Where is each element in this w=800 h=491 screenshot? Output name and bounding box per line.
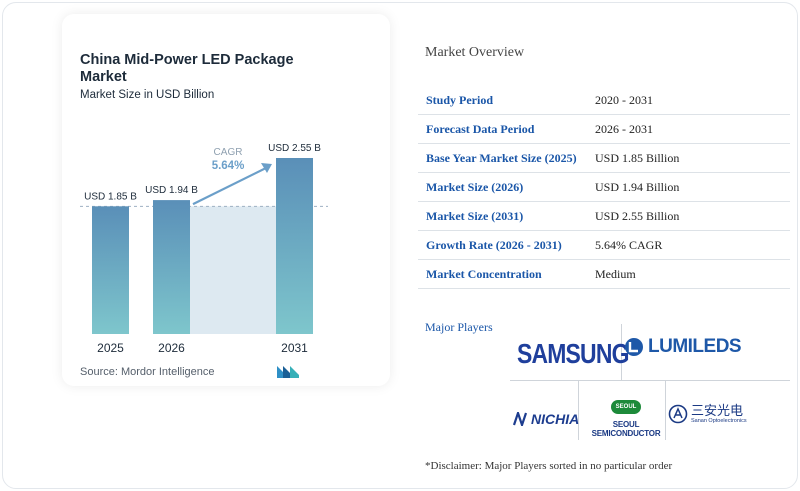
bar-2026	[153, 200, 190, 334]
logo-divider	[510, 380, 790, 381]
row-label: Market Size (2026)	[426, 180, 524, 194]
row-value: 2020 - 2031	[595, 93, 653, 107]
row-label: Growth Rate (2026 - 2031)	[426, 238, 562, 252]
bar-2031	[276, 158, 313, 334]
category-label-2026: 2026	[158, 341, 185, 355]
lumileds-wordmark: LUMILEDS	[648, 336, 742, 357]
value-label-2026: USD 1.94 B	[145, 185, 198, 196]
row-value: 5.64% CAGR	[595, 238, 663, 252]
row-label: Forecast Data Period	[426, 122, 535, 136]
overview-row-base-year: Base Year Market Size (2025) USD 1.85 Bi…	[418, 144, 790, 173]
overview-row-market-size-2031: Market Size (2031) USD 2.55 Billion	[418, 202, 790, 231]
category-label-2031: 2031	[281, 341, 308, 355]
overview-row-growth-rate: Growth Rate (2026 - 2031) 5.64% CAGR	[418, 231, 790, 260]
row-value: USD 1.94 Billion	[595, 180, 680, 194]
seoul-wordmark: SEOUL SEMICONDUCTOR	[591, 420, 661, 438]
bar-chart: USD 1.85 B 2025 USD 1.94 B 2026 USD 2.55 B 20…	[80, 143, 328, 355]
nichia-wordmark: NICHIA	[531, 411, 580, 427]
logo-divider	[621, 324, 622, 380]
row-value: Medium	[595, 267, 636, 281]
source-note: Source: Mordor Intelligence	[80, 366, 215, 378]
mordor-intelligence-logo	[277, 366, 299, 378]
sanan-chinese-name: 三安光电	[691, 403, 744, 418]
overview-row-study-period: Study Period 2020 - 2031	[418, 86, 790, 115]
overview-title: Market Overview	[425, 45, 525, 60]
nichia-mark-icon	[513, 412, 528, 426]
overview-row-concentration: Market Concentration Medium	[418, 260, 790, 289]
row-label: Market Concentration	[426, 267, 542, 281]
lumileds-mark-icon	[625, 338, 643, 356]
samsung-logo: SAMSUNG	[517, 338, 629, 369]
value-label-2031: USD 2.55 B	[268, 143, 321, 154]
overview-row-market-size-2026: Market Size (2026) USD 1.94 Billion	[418, 173, 790, 202]
row-label: Market Size (2031)	[426, 209, 524, 223]
growth-band	[190, 206, 276, 334]
major-players-title: Major Players	[425, 320, 493, 334]
nichia-logo: NICHIA	[513, 411, 579, 427]
chart-title: China Mid-Power LED Package Market	[80, 52, 294, 85]
sanan-mark-icon	[668, 404, 688, 424]
seoul-semiconductor-logo: SEOUL SEOUL SEMICONDUCTOR	[588, 400, 664, 438]
overview-row-forecast-period: Forecast Data Period 2026 - 2031	[418, 115, 790, 144]
cagr-value: 5.64%	[212, 160, 245, 172]
sanan-logo: 三安光电 Sanan Optoelectronics	[668, 404, 747, 424]
row-value: 2026 - 2031	[595, 122, 653, 136]
cagr-arrow-line	[192, 166, 269, 206]
overview-table: Study Period 2020 - 2031 Forecast Data P…	[418, 86, 790, 289]
logo-divider	[665, 380, 666, 440]
disclaimer: *Disclaimer: Major Players sorted in no …	[425, 460, 673, 472]
cagr-arrow-head	[261, 163, 272, 173]
row-label: Base Year Market Size (2025)	[426, 151, 577, 165]
lumileds-logo: LUMILEDS	[624, 336, 742, 358]
seoul-badge: SEOUL	[611, 400, 641, 414]
row-value: USD 1.85 Billion	[595, 151, 680, 165]
value-label-2025: USD 1.85 B	[84, 191, 137, 202]
bar-2025	[92, 206, 129, 334]
row-label: Study Period	[426, 93, 494, 107]
chart-subtitle: Market Size in USD Billion	[80, 89, 215, 101]
category-label-2025: 2025	[97, 341, 124, 355]
row-value: USD 2.55 Billion	[595, 209, 680, 223]
cagr-label: CAGR	[214, 147, 243, 158]
sanan-english-name: Sanan Optoelectronics	[691, 418, 747, 424]
logo-divider	[578, 380, 579, 440]
